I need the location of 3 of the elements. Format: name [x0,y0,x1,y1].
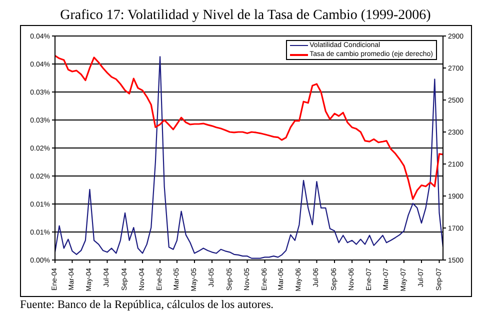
source-note: Fuente: Banco de la República, cálculos de los autores. [20,299,275,311]
line-series [55,56,443,259]
chart-title: Grafico 17: Volatilidad y Nivel de la Tasa de Cambio (1999-2006) [59,8,432,24]
